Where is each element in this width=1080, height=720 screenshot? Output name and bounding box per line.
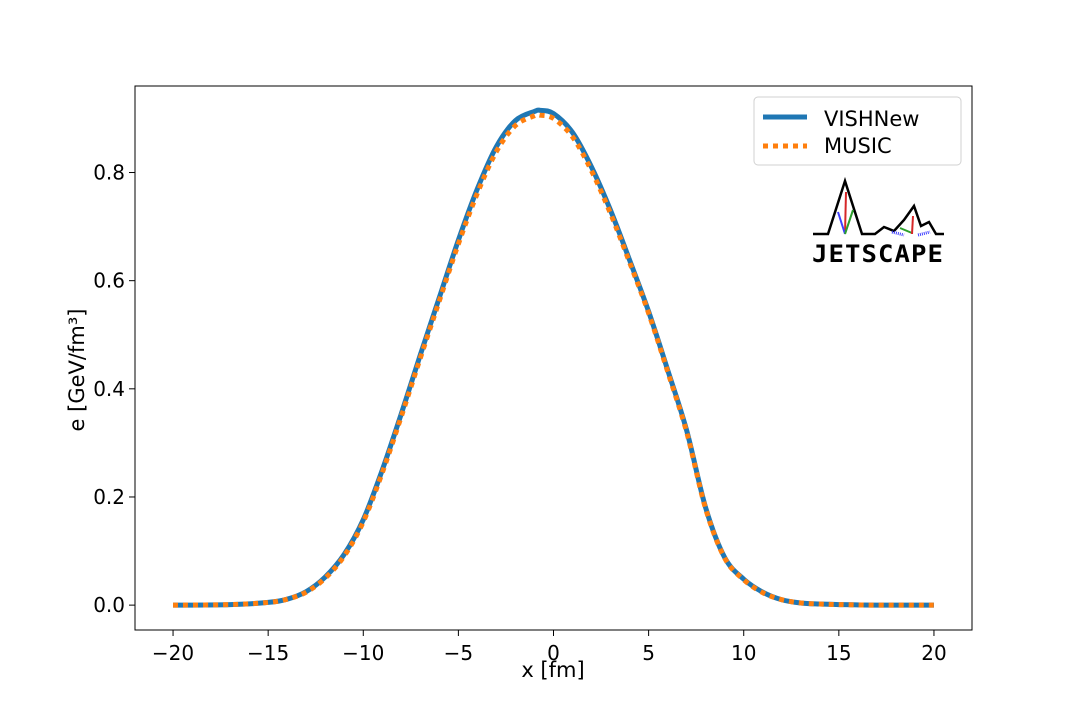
- x-axis-label: x [fm]: [521, 658, 584, 682]
- logo-wordmark: JETSCAPE: [812, 240, 944, 268]
- jetscape-logo: JETSCAPE: [812, 176, 944, 268]
- x-tick-label: 5: [642, 641, 655, 665]
- logo-blue-track: [891, 230, 905, 237]
- logo-blue-track-2: [917, 230, 931, 237]
- legend-label-vishnew: VISHNew: [824, 107, 919, 131]
- series-layer: [173, 107, 934, 608]
- legend-label-music: MUSIC: [824, 134, 892, 158]
- x-tick-label: −20: [152, 641, 194, 665]
- logo-green-track: [899, 227, 913, 234]
- x-tick-label: −5: [444, 641, 473, 665]
- y-tick-label: 0.0: [93, 593, 125, 617]
- logo-green-jet: [844, 209, 854, 235]
- legend: VISHNew MUSIC: [753, 96, 962, 166]
- y-axis-ticks: 0.0 0.2 0.4 0.6 0.8: [93, 161, 135, 617]
- logo-red-track: [911, 215, 914, 235]
- x-axis-ticks: −20 −15 −10 −5 0 5 10 15 20: [152, 630, 947, 665]
- x-tick-label: 20: [921, 641, 946, 665]
- logo-mountain-outline: [813, 176, 944, 236]
- y-tick-label: 0.4: [93, 377, 125, 401]
- series-line-music: [173, 112, 934, 608]
- y-tick-label: 0.8: [93, 161, 125, 185]
- logo-blue-jet: [837, 211, 846, 235]
- x-tick-label: −15: [247, 641, 289, 665]
- x-tick-label: 15: [826, 641, 851, 665]
- logo-red-jet: [844, 191, 847, 235]
- y-tick-label: 0.2: [93, 485, 125, 509]
- x-tick-label: −10: [342, 641, 384, 665]
- y-axis-label: e [GeV/fm³]: [65, 309, 89, 432]
- x-tick-label: 0: [547, 641, 560, 665]
- y-tick-label: 0.6: [93, 269, 125, 293]
- x-tick-label: 10: [731, 641, 756, 665]
